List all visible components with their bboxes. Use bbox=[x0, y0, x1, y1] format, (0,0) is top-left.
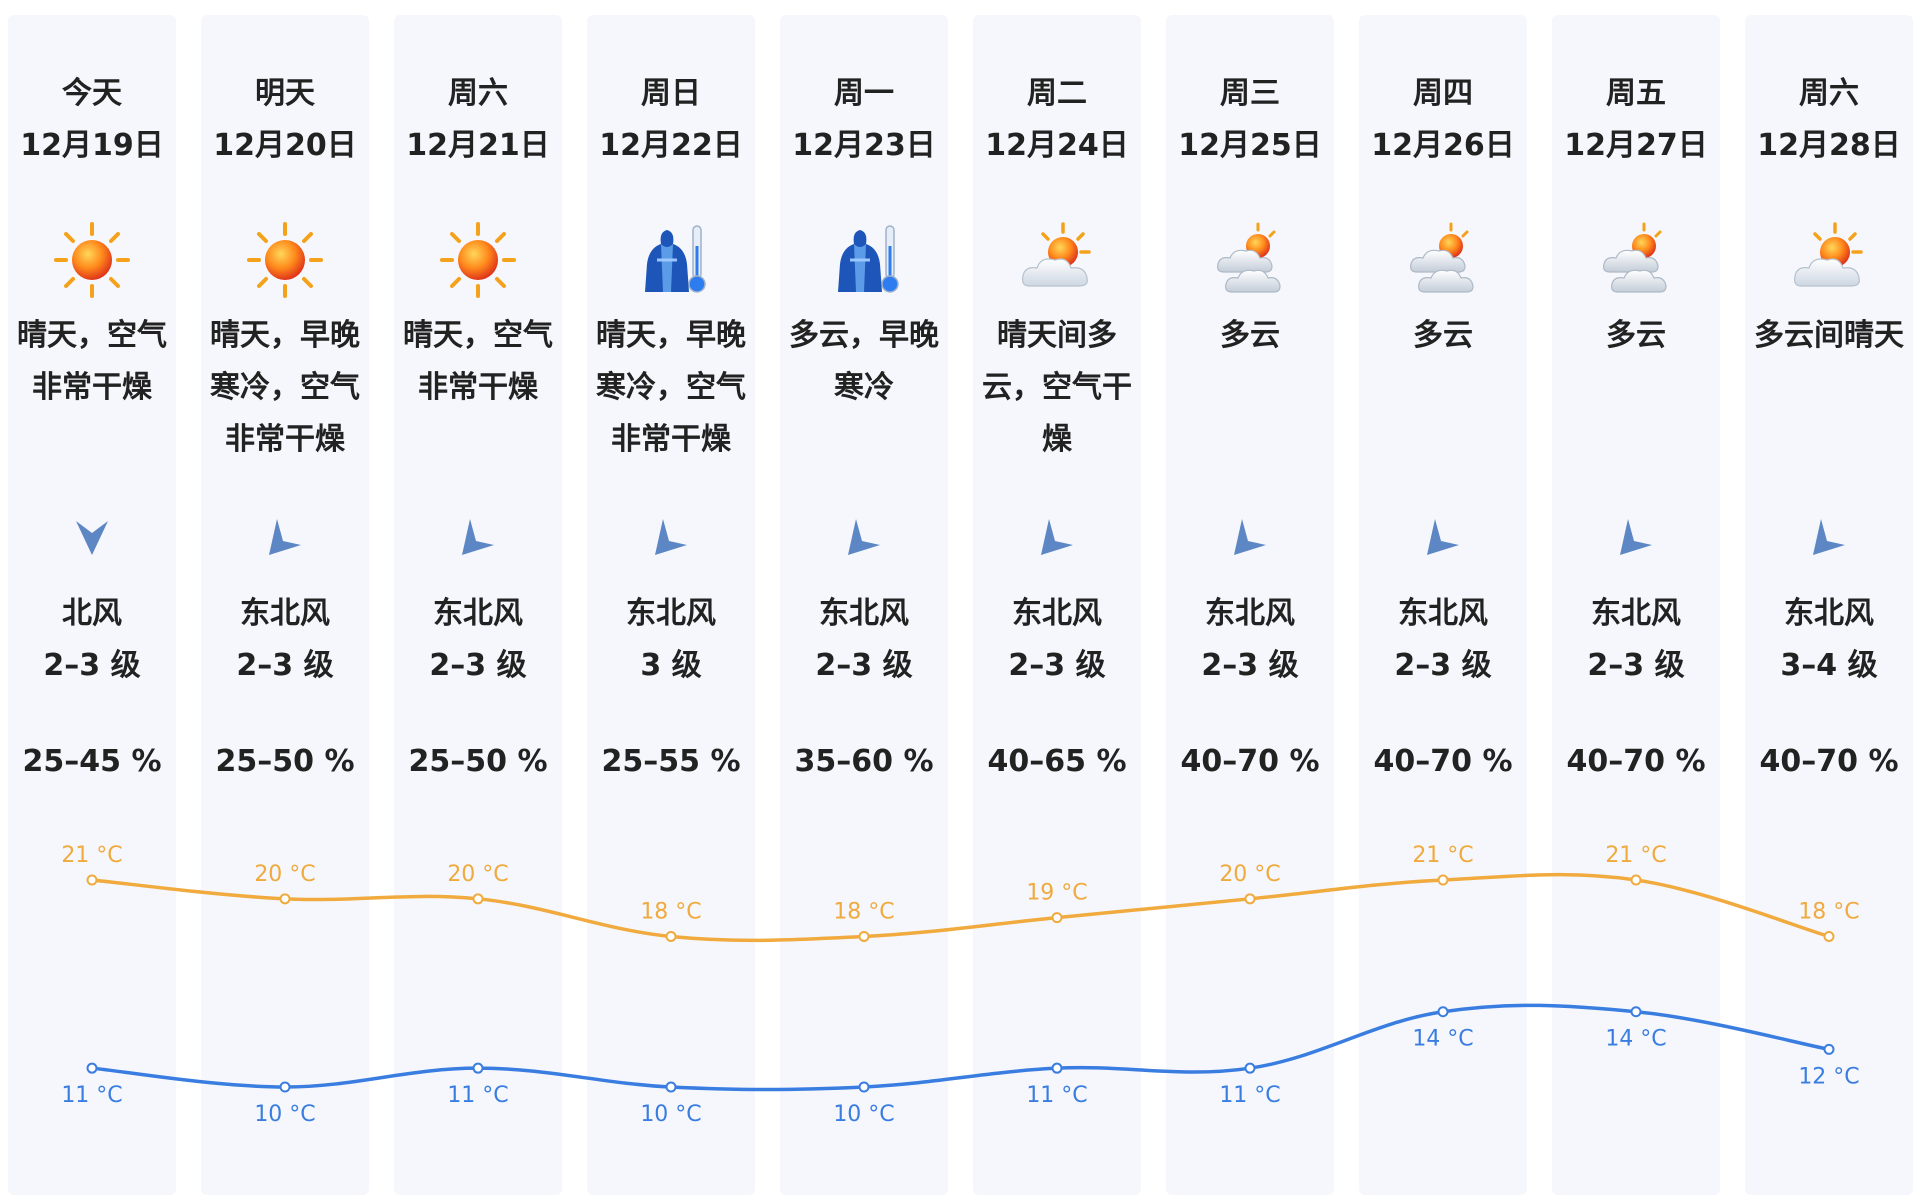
day-name: 周日 bbox=[641, 76, 701, 111]
weather-condition: 多云 bbox=[1413, 318, 1473, 353]
day-card-2: 周六 12月21日 晴天，空气非常干燥 东北风 2–3 级 25–50 % bbox=[394, 15, 562, 1195]
day-name: 周六 bbox=[1799, 76, 1859, 111]
sun-icon bbox=[52, 220, 132, 300]
day-card-8: 周五 12月27日 多云 东北风 2–3 级 40–70 % bbox=[1552, 15, 1720, 1195]
wind-direction: 东北风 bbox=[1398, 596, 1488, 631]
day-card-7: 周四 12月26日 多云 东北风 2–3 级 40–70 % bbox=[1359, 15, 1527, 1195]
sun-behind-cloud-icon bbox=[1017, 220, 1097, 300]
day-date: 12月20日 bbox=[213, 128, 357, 163]
sun-behind-cloud-icon bbox=[1789, 220, 1869, 300]
humidity: 40–70 % bbox=[1759, 744, 1899, 779]
weather-condition: 晴天，空气非常干燥 bbox=[403, 318, 553, 405]
northeast-wind-arrow-icon bbox=[458, 515, 498, 559]
day-card-0: 今天 12月19日 晴天，空气非常干燥 北风 2–3 级 25–45 % bbox=[8, 15, 176, 1195]
humidity: 25–50 % bbox=[408, 744, 548, 779]
cold-coat-thermometer-icon bbox=[631, 220, 711, 300]
humidity: 40–70 % bbox=[1180, 744, 1320, 779]
day-name: 今天 bbox=[62, 76, 122, 111]
cloudy-icon bbox=[1403, 220, 1483, 300]
day-name: 周二 bbox=[1027, 76, 1087, 111]
weather-condition: 晴天，早晚寒冷，空气非常干燥 bbox=[210, 318, 360, 457]
sun-icon bbox=[438, 220, 518, 300]
wind-level: 2–3 级 bbox=[429, 648, 527, 683]
wind-direction: 东北风 bbox=[819, 596, 909, 631]
day-name: 周五 bbox=[1606, 76, 1666, 111]
day-card-4: 周一 12月23日 多云，早晚寒冷 东北风 2–3 级 35–60 % bbox=[780, 15, 948, 1195]
humidity: 25–45 % bbox=[22, 744, 162, 779]
day-date: 12月21日 bbox=[406, 128, 550, 163]
day-name: 周一 bbox=[834, 76, 894, 111]
day-card-3: 周日 12月22日 晴天，早晚寒冷，空气非常干燥 东北风 3 级 25–55 % bbox=[587, 15, 755, 1195]
humidity: 40–70 % bbox=[1566, 744, 1706, 779]
northeast-wind-arrow-icon bbox=[1423, 515, 1463, 559]
weather-condition: 晴天，早晚寒冷，空气非常干燥 bbox=[596, 318, 746, 457]
day-name: 周三 bbox=[1220, 76, 1280, 111]
day-card-6: 周三 12月25日 多云 东北风 2–3 级 40–70 % bbox=[1166, 15, 1334, 1195]
humidity: 25–55 % bbox=[601, 744, 741, 779]
weather-condition: 多云 bbox=[1606, 318, 1666, 353]
wind-level: 3–4 级 bbox=[1780, 648, 1878, 683]
wind-direction: 东北风 bbox=[1012, 596, 1102, 631]
cold-coat-thermometer-icon bbox=[824, 220, 904, 300]
wind-direction: 东北风 bbox=[1205, 596, 1295, 631]
northeast-wind-arrow-icon bbox=[651, 515, 691, 559]
day-date: 12月19日 bbox=[20, 128, 164, 163]
day-date: 12月28日 bbox=[1757, 128, 1901, 163]
day-name: 明天 bbox=[255, 76, 315, 111]
wind-direction: 东北风 bbox=[433, 596, 523, 631]
wind-direction: 东北风 bbox=[1591, 596, 1681, 631]
cloudy-icon bbox=[1210, 220, 1290, 300]
weather-condition: 晴天，空气非常干燥 bbox=[17, 318, 167, 405]
northeast-wind-arrow-icon bbox=[1230, 515, 1270, 559]
wind-level: 2–3 级 bbox=[1394, 648, 1492, 683]
day-card-9: 周六 12月28日 多云间晴天 东北风 3–4 级 40–70 % bbox=[1745, 15, 1913, 1195]
north-wind-arrow-icon bbox=[72, 515, 112, 559]
wind-direction: 北风 bbox=[62, 596, 122, 631]
day-name: 周六 bbox=[448, 76, 508, 111]
wind-level: 3 级 bbox=[640, 648, 702, 683]
day-date: 12月26日 bbox=[1371, 128, 1515, 163]
wind-level: 2–3 级 bbox=[43, 648, 141, 683]
wind-level: 2–3 级 bbox=[1587, 648, 1685, 683]
northeast-wind-arrow-icon bbox=[844, 515, 884, 559]
wind-level: 2–3 级 bbox=[236, 648, 334, 683]
day-card-5: 周二 12月24日 晴天间多云，空气干燥 东北风 2–3 级 40–65 % bbox=[973, 15, 1141, 1195]
cloudy-icon bbox=[1596, 220, 1676, 300]
northeast-wind-arrow-icon bbox=[1809, 515, 1849, 559]
wind-direction: 东北风 bbox=[1784, 596, 1874, 631]
weather-condition: 多云间晴天 bbox=[1754, 318, 1904, 353]
humidity: 25–50 % bbox=[215, 744, 355, 779]
wind-direction: 东北风 bbox=[626, 596, 716, 631]
wind-level: 2–3 级 bbox=[1008, 648, 1106, 683]
weather-condition: 多云，早晚寒冷 bbox=[789, 318, 939, 405]
humidity: 40–65 % bbox=[987, 744, 1127, 779]
day-date: 12月25日 bbox=[1178, 128, 1322, 163]
day-date: 12月23日 bbox=[792, 128, 936, 163]
wind-level: 2–3 级 bbox=[1201, 648, 1299, 683]
sun-icon bbox=[245, 220, 325, 300]
northeast-wind-arrow-icon bbox=[1616, 515, 1656, 559]
day-date: 12月22日 bbox=[599, 128, 743, 163]
humidity: 35–60 % bbox=[794, 744, 934, 779]
wind-level: 2–3 级 bbox=[815, 648, 913, 683]
wind-direction: 东北风 bbox=[240, 596, 330, 631]
day-name: 周四 bbox=[1413, 76, 1473, 111]
day-card-1: 明天 12月20日 晴天，早晚寒冷，空气非常干燥 东北风 2–3 级 25–50… bbox=[201, 15, 369, 1195]
weather-condition: 多云 bbox=[1220, 318, 1280, 353]
day-date: 12月27日 bbox=[1564, 128, 1708, 163]
northeast-wind-arrow-icon bbox=[265, 515, 305, 559]
weather-condition: 晴天间多云，空气干燥 bbox=[982, 318, 1132, 457]
day-date: 12月24日 bbox=[985, 128, 1129, 163]
northeast-wind-arrow-icon bbox=[1037, 515, 1077, 559]
humidity: 40–70 % bbox=[1373, 744, 1513, 779]
